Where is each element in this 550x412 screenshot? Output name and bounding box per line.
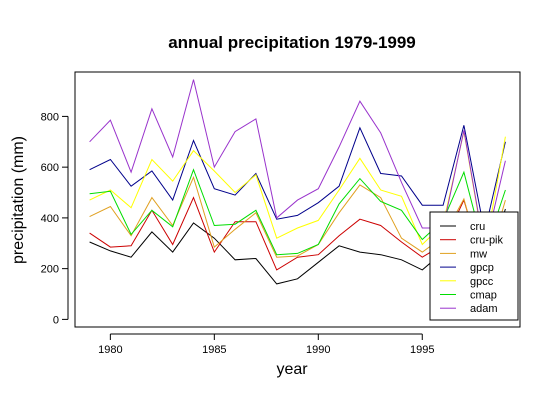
legend-label-cru-pik: cru-pik bbox=[470, 235, 504, 247]
y-axis-label: precipitation (mm) bbox=[10, 136, 27, 264]
y-tick-label: 400 bbox=[41, 213, 59, 225]
legend-label-gpcp: gpcp bbox=[470, 262, 494, 274]
legend-label-gpcc: gpcc bbox=[470, 276, 494, 288]
legend-label-mw: mw bbox=[470, 248, 487, 260]
legend-label-adam: adam bbox=[470, 303, 498, 315]
legend-label-cmap: cmap bbox=[470, 290, 497, 302]
x-tick-label: 1980 bbox=[98, 344, 122, 356]
x-tick-label: 1990 bbox=[306, 344, 330, 356]
x-axis: 1980 1985 1990 1995 bbox=[98, 333, 435, 356]
legend-label-cru: cru bbox=[470, 221, 485, 233]
y-tick-label: 200 bbox=[41, 264, 59, 276]
y-tick-label: 0 bbox=[53, 314, 59, 326]
plot-frame bbox=[74, 71, 521, 328]
y-tick-label: 800 bbox=[41, 111, 59, 123]
y-tick-label: 600 bbox=[41, 162, 59, 174]
x-axis-label: year bbox=[276, 361, 308, 378]
chart-title: annual precipitation 1979-1999 bbox=[168, 33, 416, 52]
x-tick-label: 1995 bbox=[410, 344, 434, 356]
x-tick-label: 1985 bbox=[202, 344, 226, 356]
series-line-gpcp bbox=[89, 125, 506, 233]
legend-box bbox=[429, 211, 519, 321]
y-axis: 0 200 400 600 800 bbox=[41, 111, 69, 326]
